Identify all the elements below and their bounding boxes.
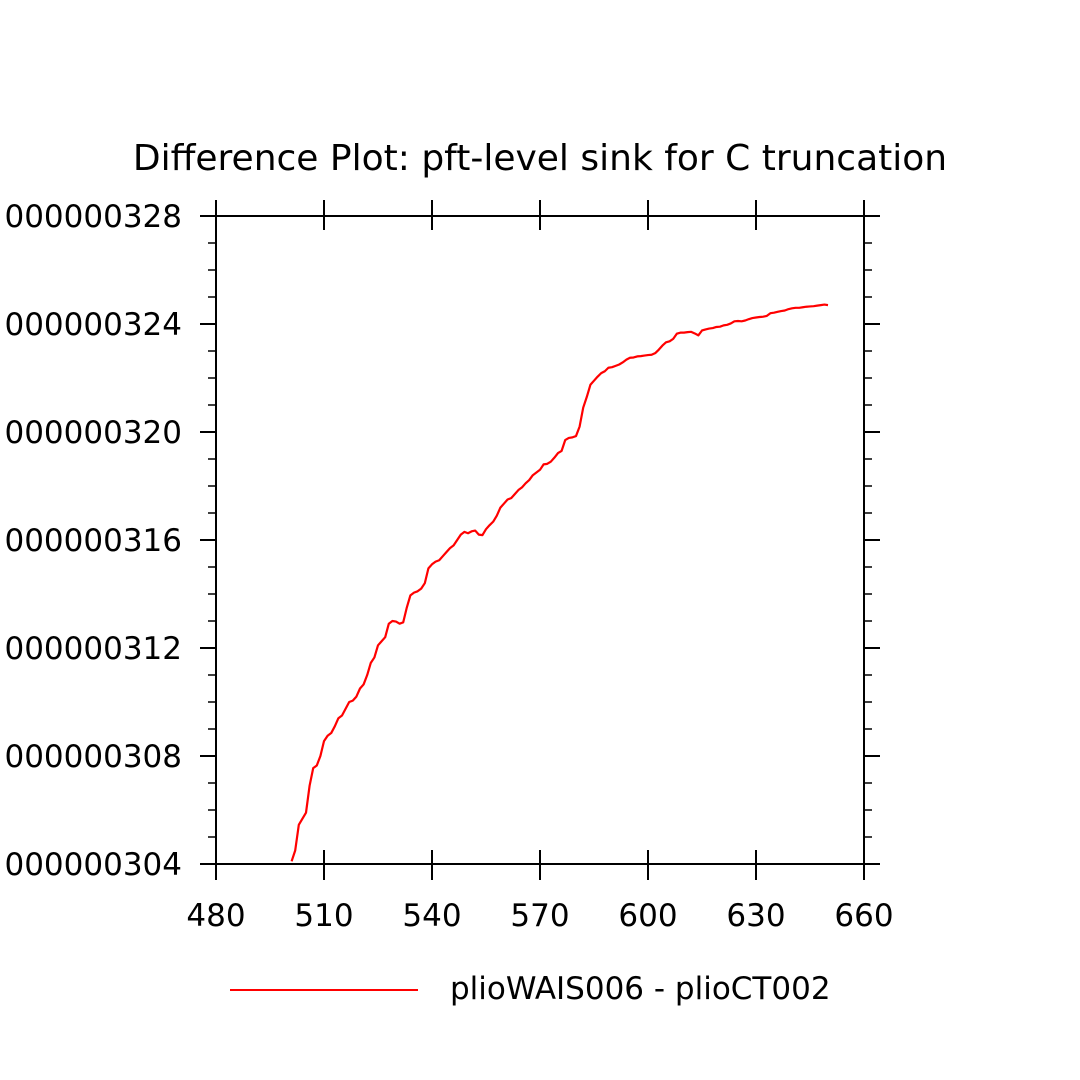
series-line [290, 303, 829, 862]
x-tick-label: 570 [510, 898, 569, 934]
y-tick-label: 000000328 [4, 199, 182, 235]
y-tick-label: 000000312 [4, 631, 182, 667]
x-tick-label: 600 [618, 898, 677, 934]
chart-title: Difference Plot: pft-level sink for C tr… [133, 138, 947, 179]
y-tick-label: 000000308 [4, 739, 182, 775]
y-tick-label: 000000304 [4, 847, 182, 883]
legend-label: plioWAIS006 - plioCT002 [450, 971, 831, 1007]
x-axis: 480 510 540 570 600 630 660 [186, 200, 894, 934]
y-tick-label: 000000320 [4, 415, 182, 451]
x-tick-label: 660 [834, 898, 893, 934]
x-tick-label: 510 [294, 898, 353, 934]
y-tick-label: 000000324 [4, 307, 182, 343]
x-tick-label: 630 [726, 898, 785, 934]
x-tick-label: 480 [186, 898, 245, 934]
legend: plioWAIS006 - plioCT002 [230, 971, 831, 1007]
y-axis: 000000304 000000308 000000312 000000316 0000… [4, 199, 880, 883]
y-tick-label: 000000316 [4, 523, 182, 559]
x-tick-label: 540 [402, 898, 461, 934]
series-layer [290, 303, 829, 862]
